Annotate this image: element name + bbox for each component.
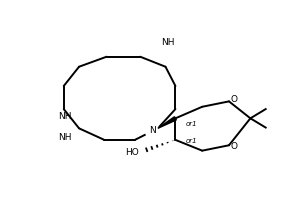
Text: or1: or1: [186, 138, 198, 145]
Text: HO: HO: [125, 148, 139, 157]
Text: NH: NH: [58, 133, 71, 142]
Text: NH: NH: [58, 112, 71, 121]
Polygon shape: [158, 117, 176, 128]
Text: NH: NH: [161, 38, 175, 48]
Text: O: O: [230, 142, 237, 151]
Text: N: N: [149, 126, 156, 135]
Text: O: O: [230, 95, 237, 103]
Text: or1: or1: [186, 121, 198, 127]
